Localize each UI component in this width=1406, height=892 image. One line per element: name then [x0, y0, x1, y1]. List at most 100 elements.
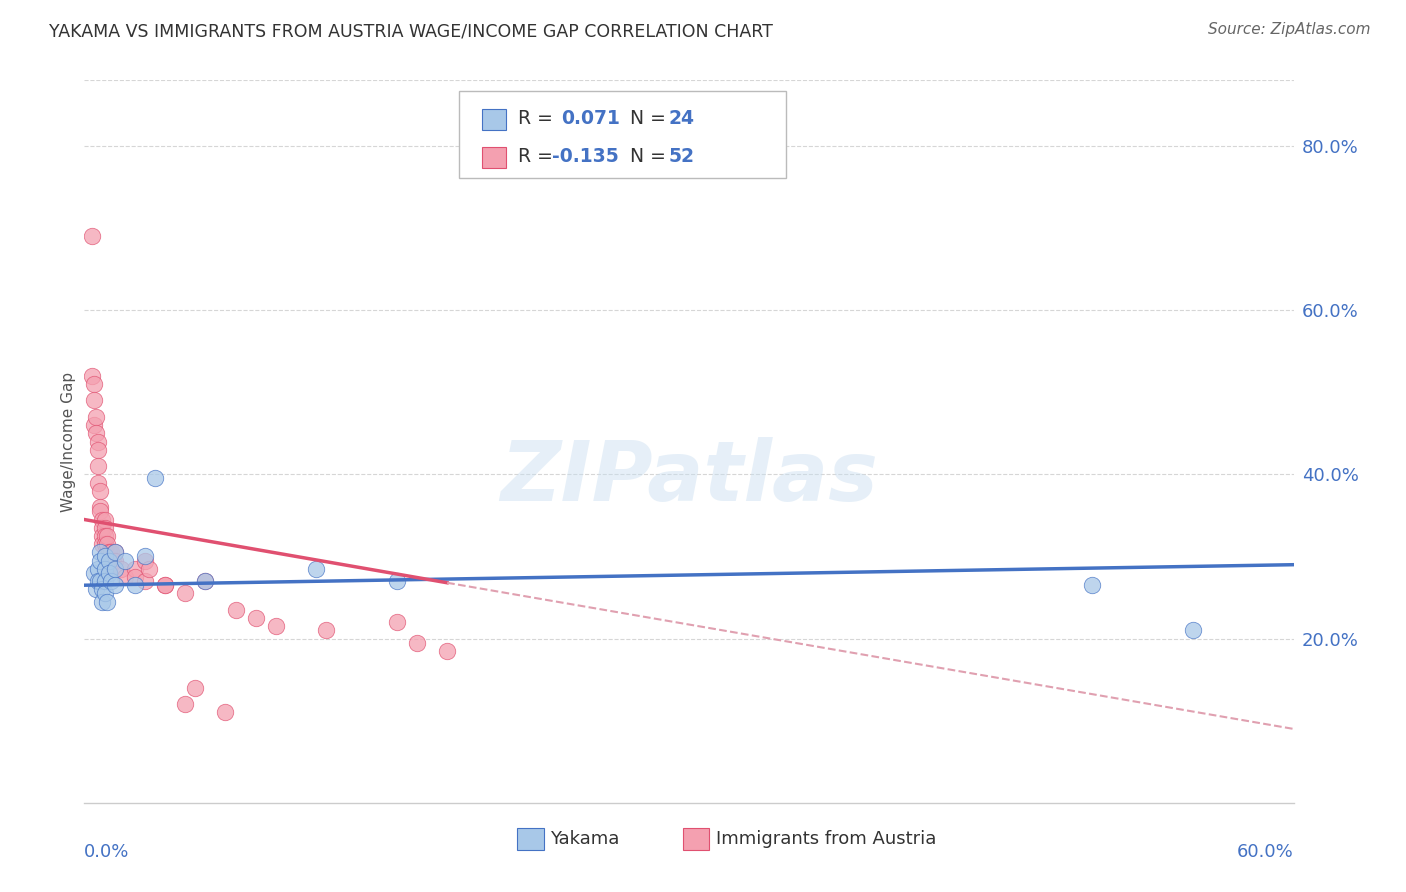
- Point: [93, 549, 115, 564]
- Point: [124, 578, 146, 592]
- Point: [97, 545, 120, 559]
- Point: [93, 537, 115, 551]
- Point: [124, 562, 146, 576]
- Text: 24: 24: [668, 109, 695, 128]
- Point: [91, 512, 114, 526]
- Point: [104, 545, 127, 559]
- Point: [174, 586, 197, 600]
- Point: [89, 500, 111, 515]
- Point: [385, 615, 408, 630]
- Point: [91, 582, 114, 597]
- Point: [1181, 624, 1204, 638]
- Text: Source: ZipAtlas.com: Source: ZipAtlas.com: [1208, 22, 1371, 37]
- Point: [87, 562, 110, 576]
- Point: [89, 574, 111, 588]
- Point: [104, 545, 127, 559]
- Point: [93, 521, 115, 535]
- FancyBboxPatch shape: [683, 828, 710, 850]
- Point: [93, 529, 115, 543]
- Point: [114, 570, 136, 584]
- Point: [83, 566, 105, 580]
- Point: [385, 574, 408, 588]
- FancyBboxPatch shape: [460, 91, 786, 178]
- Text: -0.135: -0.135: [553, 147, 619, 166]
- Point: [87, 574, 110, 588]
- FancyBboxPatch shape: [517, 828, 544, 850]
- Point: [194, 574, 217, 588]
- Text: 52: 52: [668, 147, 695, 166]
- Point: [315, 624, 337, 638]
- Point: [264, 619, 287, 633]
- Point: [100, 545, 122, 559]
- Point: [97, 553, 120, 567]
- Point: [86, 426, 108, 441]
- Text: Immigrants from Austria: Immigrants from Austria: [716, 830, 936, 848]
- FancyBboxPatch shape: [482, 147, 506, 169]
- FancyBboxPatch shape: [482, 109, 506, 130]
- Text: 0.0%: 0.0%: [84, 843, 129, 861]
- Text: ZIPatlas: ZIPatlas: [501, 437, 877, 518]
- Point: [138, 562, 160, 576]
- Point: [97, 553, 120, 567]
- Point: [436, 644, 458, 658]
- Point: [97, 566, 120, 580]
- Point: [96, 529, 118, 543]
- Point: [134, 574, 156, 588]
- Text: YAKAMA VS IMMIGRANTS FROM AUSTRIA WAGE/INCOME GAP CORRELATION CHART: YAKAMA VS IMMIGRANTS FROM AUSTRIA WAGE/I…: [49, 22, 773, 40]
- Point: [100, 574, 122, 588]
- Point: [91, 521, 114, 535]
- Point: [83, 377, 105, 392]
- Point: [87, 434, 110, 449]
- Point: [305, 562, 328, 576]
- Text: Yakama: Yakama: [550, 830, 619, 848]
- Point: [82, 368, 104, 383]
- Point: [83, 418, 105, 433]
- Point: [93, 574, 115, 588]
- Point: [89, 545, 111, 559]
- Point: [134, 549, 156, 564]
- Point: [87, 442, 110, 457]
- Point: [134, 553, 156, 567]
- Point: [194, 574, 217, 588]
- Point: [96, 594, 118, 608]
- Y-axis label: Wage/Income Gap: Wage/Income Gap: [60, 371, 76, 512]
- Point: [104, 553, 127, 567]
- Point: [87, 475, 110, 490]
- Text: 0.071: 0.071: [561, 109, 620, 128]
- Point: [97, 562, 120, 576]
- Point: [93, 562, 115, 576]
- Point: [174, 698, 197, 712]
- Text: N =: N =: [617, 109, 672, 128]
- Point: [89, 483, 111, 498]
- Point: [153, 578, 176, 592]
- Point: [96, 537, 118, 551]
- Point: [89, 504, 111, 518]
- Point: [104, 562, 127, 576]
- Point: [104, 578, 127, 592]
- Point: [214, 706, 236, 720]
- Point: [245, 611, 267, 625]
- Text: N =: N =: [617, 147, 672, 166]
- Point: [110, 562, 132, 576]
- Point: [143, 471, 166, 485]
- Point: [91, 537, 114, 551]
- Point: [225, 603, 247, 617]
- Point: [406, 636, 429, 650]
- Point: [83, 393, 105, 408]
- Point: [101, 553, 124, 567]
- Point: [86, 409, 108, 424]
- Point: [153, 578, 176, 592]
- Text: R =: R =: [519, 147, 560, 166]
- Point: [114, 553, 136, 567]
- Point: [89, 553, 111, 567]
- Point: [87, 459, 110, 474]
- Point: [184, 681, 207, 695]
- Point: [93, 512, 115, 526]
- Point: [91, 594, 114, 608]
- Point: [1081, 578, 1104, 592]
- Point: [91, 529, 114, 543]
- Text: R =: R =: [519, 109, 560, 128]
- Point: [86, 582, 108, 597]
- Text: 60.0%: 60.0%: [1237, 843, 1294, 861]
- Point: [82, 229, 104, 244]
